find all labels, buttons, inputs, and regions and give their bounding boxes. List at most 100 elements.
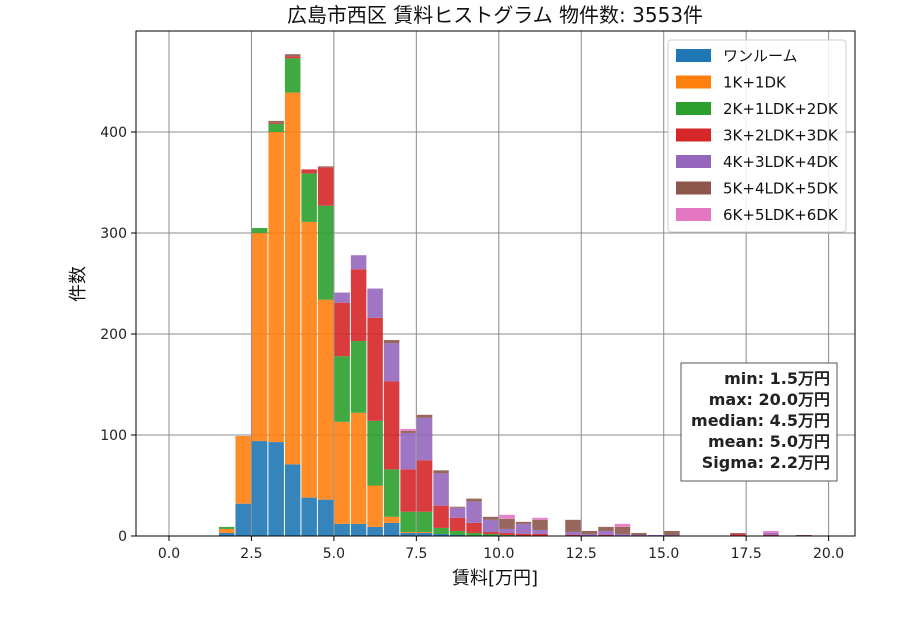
legend-label: 5K+4LDK+5DK xyxy=(723,180,839,198)
legend-box xyxy=(667,39,847,233)
bar-segment xyxy=(350,341,367,413)
bar-segment xyxy=(416,460,433,512)
legend-swatch xyxy=(676,155,711,168)
bar-segment xyxy=(449,530,466,535)
bar-segment xyxy=(301,169,317,174)
bar-segment xyxy=(499,532,515,535)
bar-segment xyxy=(350,523,367,536)
bar-layer xyxy=(218,54,812,536)
bar-segment xyxy=(367,420,383,486)
legend-label: 2K+1LDK+2DK xyxy=(723,100,839,118)
bar-segment xyxy=(383,469,400,517)
bar-segment xyxy=(383,381,400,470)
bar-segment xyxy=(565,534,581,536)
bar-segment xyxy=(334,292,350,303)
bar-segment xyxy=(317,499,334,536)
bar-segment xyxy=(268,120,284,123)
bar-segment xyxy=(433,533,449,536)
bar-segment xyxy=(367,317,383,421)
bar-segment xyxy=(664,534,680,536)
legend-label: 3K+2LDK+3DK xyxy=(723,127,839,145)
bar-segment xyxy=(581,533,598,536)
x-tick-label: 20.0 xyxy=(813,546,844,562)
bar-segment xyxy=(301,173,317,222)
legend-swatch xyxy=(676,49,711,62)
y-tick-label: 0 xyxy=(118,529,127,545)
legend-swatch xyxy=(676,75,711,89)
bar-segment xyxy=(400,428,416,431)
bar-segment xyxy=(449,517,466,531)
x-axis-label: 賃料[万円] xyxy=(452,568,538,589)
bar-segment xyxy=(367,526,383,536)
bar-segment xyxy=(251,227,268,233)
bar-segment xyxy=(482,531,499,534)
x-tick-label: 12.5 xyxy=(566,546,597,562)
x-tick-label: 7.5 xyxy=(405,546,427,562)
stats-line: mean: 5.0万円 xyxy=(708,432,830,451)
bar-segment xyxy=(614,523,631,527)
bar-segment xyxy=(416,417,433,461)
bar-segment xyxy=(400,511,416,532)
bar-segment xyxy=(416,511,433,532)
bar-segment xyxy=(631,534,647,536)
stats-line: max: 20.0万円 xyxy=(709,390,830,409)
bar-segment xyxy=(532,517,548,520)
bar-segment xyxy=(763,534,779,536)
x-tick-label: 0.0 xyxy=(158,546,180,562)
stats-frame xyxy=(680,362,838,482)
bar-segment xyxy=(350,412,367,524)
y-tick-label: 300 xyxy=(100,226,127,242)
bar-segment xyxy=(317,299,334,500)
bar-segment xyxy=(400,532,416,536)
legend-label: ワンルーム xyxy=(723,47,798,65)
bar-segment xyxy=(565,519,581,532)
bar-segment xyxy=(334,523,350,536)
bar-segment xyxy=(416,414,433,418)
x-tick-label: 17.5 xyxy=(731,546,762,562)
bar-segment xyxy=(433,473,449,506)
bar-segment xyxy=(383,340,400,344)
bar-segment xyxy=(284,92,301,465)
bar-segment xyxy=(218,526,235,529)
bar-segment xyxy=(268,123,284,132)
stats-line: median: 4.5万円 xyxy=(691,411,830,430)
bar-segment xyxy=(449,507,466,518)
bar-segment xyxy=(218,532,235,536)
bar-segment xyxy=(796,534,812,536)
bar-segment xyxy=(598,534,614,536)
bar-segment xyxy=(631,532,647,535)
axis-ticks: 0.0 2.5 5.0 7.5 10.0 12.5 15.0 17.5 20.0 0 100 200 3… xyxy=(100,125,844,562)
bar-segment xyxy=(284,56,301,59)
x-tick-label: 2.5 xyxy=(240,546,262,562)
legend-swatch xyxy=(676,181,711,195)
legend-label: 6K+5LDK+6DK xyxy=(723,206,839,224)
bar-segment xyxy=(482,516,499,520)
legend-swatch xyxy=(676,128,711,142)
bar-segment xyxy=(400,432,416,470)
bar-segment xyxy=(284,54,301,57)
stats-line: Sigma: 2.2万円 xyxy=(702,453,830,472)
bar-segment xyxy=(614,526,631,534)
bar-segment xyxy=(383,522,400,536)
y-axis-label: 件数 xyxy=(68,266,89,302)
y-tick-label: 400 xyxy=(100,125,127,141)
bar-segment xyxy=(482,519,499,532)
bar-segment xyxy=(350,255,367,270)
bar-segment xyxy=(499,518,515,529)
bar-segment xyxy=(383,516,400,523)
bar-segment xyxy=(466,522,482,533)
bar-segment xyxy=(284,58,301,93)
bar-segment xyxy=(367,288,383,318)
bar-segment xyxy=(400,469,416,512)
bar-segment xyxy=(532,519,548,530)
bar-segment xyxy=(482,533,499,536)
bar-segment xyxy=(235,503,251,536)
bar-segment xyxy=(416,532,433,536)
bar-segment xyxy=(317,166,334,168)
bar-segment xyxy=(317,205,334,300)
legend-swatch xyxy=(676,102,711,115)
legend-label: 1K+1DK xyxy=(723,74,787,92)
bar-segment xyxy=(251,233,268,442)
